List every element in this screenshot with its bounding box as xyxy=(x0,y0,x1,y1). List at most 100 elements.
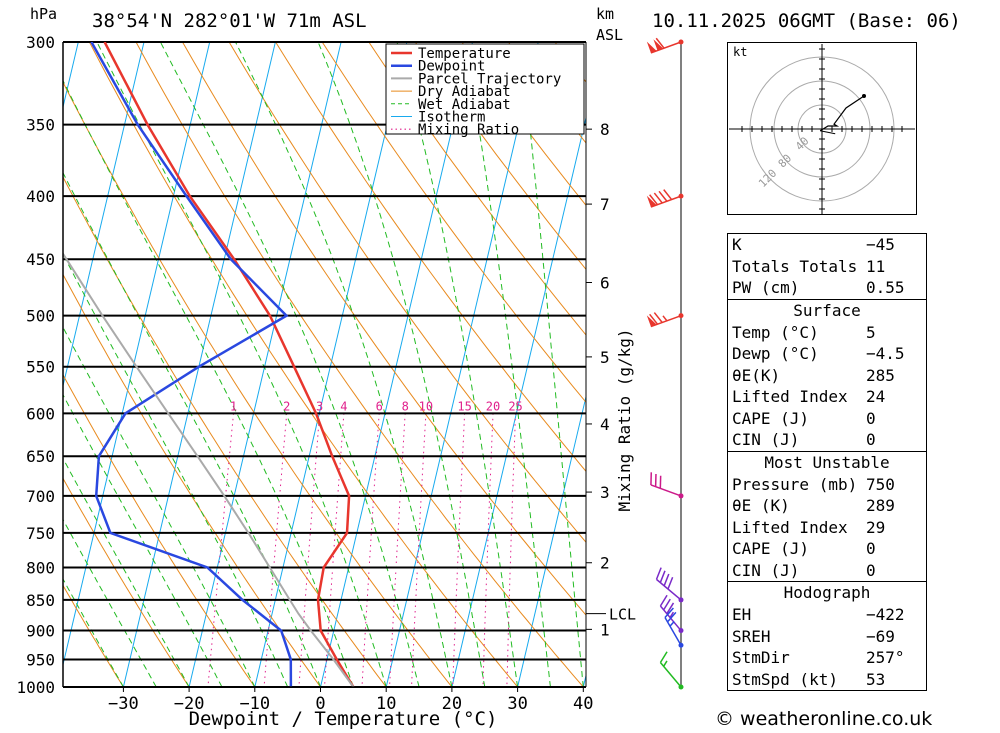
index-label: Pressure (mb) xyxy=(732,474,858,494)
legend-entry: Isotherm xyxy=(418,110,485,126)
dry-adiabat-line xyxy=(63,175,387,687)
surface-section: Temp (°C) 5 Dewp (°C) −4.5 θE(K) 285 Lifted In… xyxy=(728,322,926,451)
wind-barb-flag xyxy=(649,194,659,206)
height-km-label: 5 xyxy=(600,348,610,367)
index-value: 285 xyxy=(866,365,895,385)
dry-adiabat-line xyxy=(414,42,586,271)
index-label: Totals Totals xyxy=(732,256,858,276)
most-unstable-section: Pressure (mb) 750 θE (K) 289 Lifted Index 29 C… xyxy=(728,474,926,582)
height-unit-asl: ASL xyxy=(596,26,623,44)
index-label: K xyxy=(732,235,742,254)
index-label: CIN (J) xyxy=(732,430,800,449)
wind-barb-flag xyxy=(666,611,677,623)
mixing-ratio-axis-label: Mixing Ratio (g/kg) xyxy=(615,328,634,511)
pressure-tick-label: 750 xyxy=(26,524,55,543)
pressure-tick-label: 1000 xyxy=(16,678,55,697)
wet-adiabat-line xyxy=(63,457,190,687)
dry-adiabat-line xyxy=(88,42,518,687)
index-row: StmSpd (kt) 53 xyxy=(728,669,926,691)
wind-barbs xyxy=(646,37,684,690)
dewpoint-line xyxy=(90,42,293,687)
index-label: StmDir xyxy=(732,648,790,667)
hodograph-storm-motion xyxy=(820,130,836,135)
wind-barb-pennant xyxy=(646,315,657,327)
index-value: 0 xyxy=(866,539,876,558)
index-row: CIN (J) 0 xyxy=(728,560,926,582)
x-axis-label: Dewpoint / Temperature (°C) xyxy=(189,708,498,730)
wind-barb-staff xyxy=(664,617,682,646)
index-value: 24 xyxy=(866,387,886,406)
profiles xyxy=(63,42,355,687)
legend-entry: Mixing Ratio xyxy=(418,122,519,138)
wind-barb-half-flag xyxy=(669,620,675,627)
wind-barb-staff xyxy=(650,484,682,497)
isotherm-line xyxy=(451,115,586,687)
index-row: θE (K) 289 xyxy=(728,495,926,517)
wind-barb-flag xyxy=(663,598,671,611)
index-row: Totals Totals 11 xyxy=(728,256,926,278)
isotherm-line xyxy=(0,42,13,687)
height-unit-km: km xyxy=(596,5,614,23)
dry-adiabat-line xyxy=(63,477,190,687)
x-tick-label: 20 xyxy=(442,694,462,714)
height-km-label: 4 xyxy=(600,415,610,434)
index-value: 0 xyxy=(866,560,876,580)
wind-barb-flag xyxy=(655,37,665,49)
height-km-label: 7 xyxy=(600,195,610,214)
pressure-tick-label: 600 xyxy=(26,404,55,423)
lcl-label: LCL xyxy=(609,606,636,624)
index-value: −422 xyxy=(866,605,905,624)
index-label: Lifted Index xyxy=(732,517,848,537)
hodograph-section-title: Hodograph xyxy=(728,581,926,604)
isotherm-line xyxy=(320,42,473,687)
x-tick-label: 30 xyxy=(507,694,527,714)
isotherm-line xyxy=(122,42,276,687)
index-label: EH xyxy=(732,605,752,624)
wind-barb-half-flag xyxy=(663,660,668,667)
index-label: PW (cm) xyxy=(732,278,800,297)
mixing-ratio-line xyxy=(263,413,288,687)
pressure-tick-label: 700 xyxy=(26,487,55,506)
wind-barb-flag xyxy=(655,567,662,580)
index-label: SREH xyxy=(732,626,771,646)
index-row: θE(K) 285 xyxy=(728,365,926,387)
x-tick-label: −10 xyxy=(239,694,270,714)
isotherm-line xyxy=(517,394,586,687)
height-km-label: 1 xyxy=(600,620,610,639)
wind-barb-flag xyxy=(659,651,668,663)
x-tick-label: 0 xyxy=(315,694,325,714)
mixing-ratio-tick-label: 20 xyxy=(486,399,500,413)
wind-barb-flag xyxy=(663,189,673,201)
index-row: StmDir 257° xyxy=(728,647,926,669)
hodograph-endpoint xyxy=(862,94,866,98)
index-row: SREH −69 xyxy=(728,626,926,648)
index-label: CAPE (J) xyxy=(732,408,810,428)
pressure-tick-label: 650 xyxy=(26,447,55,466)
mixing-ratio-tick-label: 25 xyxy=(508,399,522,413)
index-label: Temp (°C) xyxy=(732,322,819,342)
indices-table: K −45 Totals Totals 11 PW (cm) 0.55 Surface T… xyxy=(727,233,927,691)
index-label: θE(K) xyxy=(732,365,781,385)
legend-entry: Dry Adiabat xyxy=(418,84,511,100)
x-tick-label: −30 xyxy=(108,694,139,714)
mixing-ratio-tick-label: 1 xyxy=(230,399,237,413)
temperature-line xyxy=(103,42,355,687)
pressure-tick-label: 850 xyxy=(26,591,55,610)
wind-barb-flag xyxy=(658,190,668,202)
dry-adiabat-line xyxy=(63,81,453,687)
wind-barb-flag xyxy=(653,312,663,323)
wind-barb-staff xyxy=(650,314,682,328)
surface-section-title: Surface xyxy=(728,298,926,322)
wind-barb-half-flag xyxy=(669,611,675,618)
mixing-ratio-line xyxy=(452,413,466,687)
legend-entry: Dewpoint xyxy=(418,59,485,75)
x-tick-label: 10 xyxy=(376,694,396,714)
x-tick-label: −20 xyxy=(174,694,205,714)
indices-top-section: K −45 Totals Totals 11 PW (cm) 0.55 xyxy=(728,234,926,299)
wet-adiabat-line xyxy=(63,518,157,687)
wind-barb-flag xyxy=(663,573,670,587)
wind-barb-flag xyxy=(649,313,659,325)
pressure-tick-label: 950 xyxy=(26,651,55,670)
wind-barb-flag xyxy=(666,602,675,615)
